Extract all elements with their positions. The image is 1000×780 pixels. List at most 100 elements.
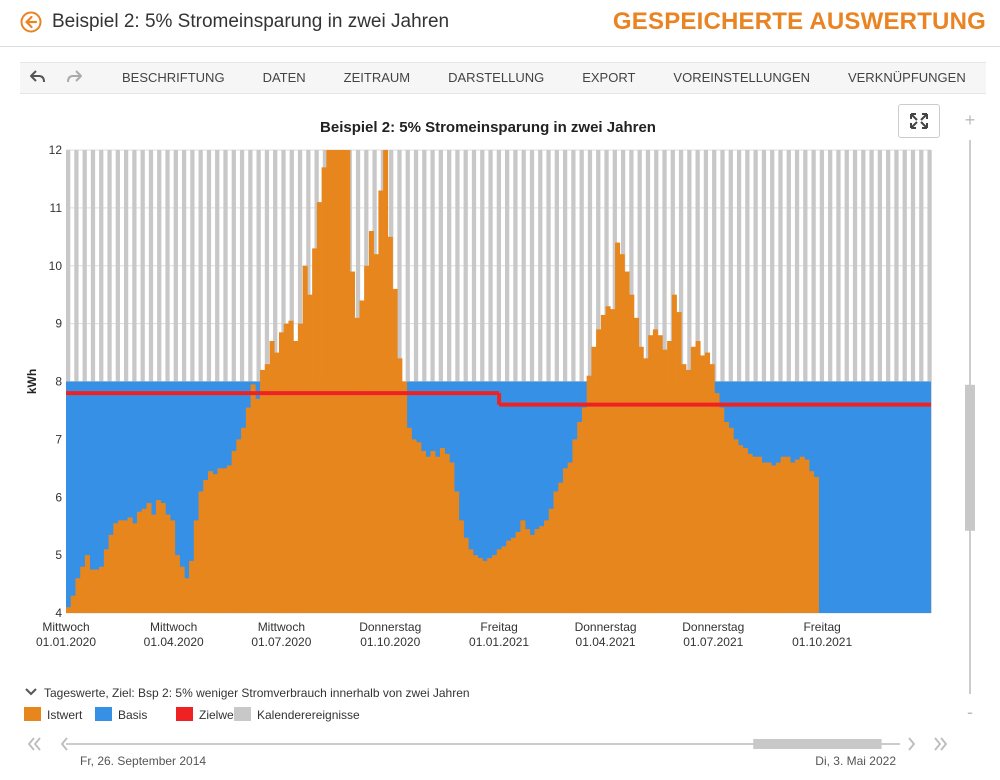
chevron-left-icon[interactable] xyxy=(60,737,68,751)
istwert-bar xyxy=(804,459,810,613)
menu-daten[interactable]: DATEN xyxy=(262,70,306,85)
istwert-bar xyxy=(652,329,658,613)
zoom-in-button[interactable]: + xyxy=(965,112,976,130)
istwert-bar xyxy=(203,479,209,613)
istwert-bar xyxy=(468,549,474,613)
istwert-bar xyxy=(766,462,772,613)
x-tick-label: 01.01.2021 xyxy=(469,635,529,649)
vscroll-thumb[interactable] xyxy=(965,384,975,531)
istwert-bar xyxy=(690,346,696,613)
menu-beschriftung[interactable]: BESCHRIFTUNG xyxy=(122,70,225,85)
istwert-bar xyxy=(151,514,157,613)
istwert-bar xyxy=(648,335,654,613)
istwert-bar xyxy=(813,476,819,613)
istwert-bar xyxy=(633,317,640,613)
istwert-bar xyxy=(189,560,195,613)
menu-verknuepfungen[interactable]: VERKNÜPFUNGEN xyxy=(847,70,966,85)
istwert-bar xyxy=(416,442,422,613)
istwert-bar xyxy=(790,462,796,613)
chart: Beispiel 2: 5% Stromeinsparung in zwei J… xyxy=(25,119,932,649)
istwert-bar xyxy=(520,520,526,613)
istwert-bar xyxy=(236,439,242,614)
legend-item[interactable]: Istwert xyxy=(24,707,83,722)
legend-title: Tageswerte, Ziel: Bsp 2: 5% weniger Stro… xyxy=(44,686,470,700)
istwert-bar xyxy=(283,323,289,614)
istwert-bar xyxy=(89,569,95,613)
back-arrow-icon[interactable] xyxy=(20,11,42,33)
istwert-bar xyxy=(799,456,805,613)
istwert-bar xyxy=(302,265,308,613)
toolbar: BESCHRIFTUNG DATEN ZEITRAUM DARSTELLUNG … xyxy=(20,62,986,94)
istwert-bar xyxy=(326,150,332,613)
istwert-bar xyxy=(515,531,521,613)
istwert-bar xyxy=(264,364,270,613)
navigator[interactable]: Fr, 26. September 2014 Di, 3. Mai 2022 xyxy=(20,732,955,778)
legend-item[interactable]: Zielwert xyxy=(176,707,242,722)
menu-darstellung[interactable]: DARSTELLUNG xyxy=(448,70,545,85)
istwert-bars xyxy=(66,150,819,614)
istwert-bar xyxy=(771,465,777,613)
menu-voreinstellungen[interactable]: VOREINSTELLUNGEN xyxy=(673,70,810,85)
double-chevron-right-icon[interactable] xyxy=(934,737,948,751)
y-tick-label: 9 xyxy=(55,317,62,331)
istwert-bar xyxy=(629,294,635,613)
istwert-bar xyxy=(340,150,346,613)
istwert-bar xyxy=(539,526,545,613)
istwert-bar xyxy=(681,364,687,613)
istwert-bar xyxy=(378,190,384,613)
istwert-bar xyxy=(525,529,531,613)
istwert-bar xyxy=(686,369,692,613)
legend-swatch xyxy=(234,707,251,721)
istwert-bar xyxy=(108,534,114,613)
legend-item[interactable]: Kalenderereignisse xyxy=(234,707,360,722)
istwert-bar xyxy=(260,369,266,613)
toolbar-menu: BESCHRIFTUNG DATEN ZEITRAUM DARSTELLUNG … xyxy=(103,63,985,93)
header: Beispiel 2: 5% Stromeinsparung in zwei J… xyxy=(0,0,1000,47)
page-title: Beispiel 2: 5% Stromeinsparung in zwei J… xyxy=(52,11,450,32)
istwert-bar xyxy=(558,482,564,613)
y-axis: 4 5 6 7 8 9 10 11 12 kWh xyxy=(25,143,62,620)
istwert-bar xyxy=(742,448,748,613)
vertical-scrollbar[interactable]: +- xyxy=(960,112,980,722)
menu-export[interactable]: EXPORT xyxy=(582,70,636,85)
istwert-bar xyxy=(103,549,109,613)
istwert-bar xyxy=(501,546,507,613)
istwert-bar xyxy=(193,520,199,613)
istwert-bar xyxy=(747,453,753,613)
istwert-bar xyxy=(454,491,460,613)
istwert-bar xyxy=(274,352,280,613)
istwert-bar xyxy=(529,534,535,613)
fullscreen-button[interactable] xyxy=(898,104,940,138)
x-tick-label: 01.10.2021 xyxy=(792,635,852,649)
istwert-bar xyxy=(719,407,725,613)
istwert-bar xyxy=(70,595,76,613)
istwert-bar xyxy=(406,427,412,613)
menu-zeitraum[interactable]: ZEITRAUM xyxy=(343,70,411,85)
istwert-bar xyxy=(667,340,673,613)
redo-icon[interactable] xyxy=(64,68,84,86)
istwert-bar xyxy=(728,427,734,613)
undo-icon[interactable] xyxy=(28,68,48,86)
chevron-right-icon[interactable] xyxy=(908,737,916,751)
y-tick-label: 11 xyxy=(50,201,63,215)
istwert-bar xyxy=(544,520,550,613)
zoom-out-button[interactable]: - xyxy=(967,702,973,722)
istwert-bar xyxy=(250,384,256,613)
istwert-bar xyxy=(733,439,739,614)
istwert-bar xyxy=(241,427,247,613)
double-chevron-left-icon[interactable] xyxy=(27,737,41,751)
istwert-bar xyxy=(170,520,176,613)
legend-swatch xyxy=(24,707,41,721)
istwert-bar xyxy=(430,450,436,613)
istwert-bar xyxy=(671,294,677,613)
istwert-bar xyxy=(212,474,218,613)
istwert-bar xyxy=(581,407,587,613)
x-tick-label: 01.07.2020 xyxy=(251,635,311,649)
istwert-bar xyxy=(596,329,602,613)
legend-collapse-toggle[interactable]: Tageswerte, Ziel: Bsp 2: 5% weniger Stro… xyxy=(25,686,470,700)
legend-item[interactable]: Basis xyxy=(95,707,147,722)
istwert-bar xyxy=(809,471,815,613)
x-tick-label: 01.10.2020 xyxy=(360,635,420,649)
istwert-bar xyxy=(553,491,559,613)
navigator-window[interactable] xyxy=(753,739,882,749)
